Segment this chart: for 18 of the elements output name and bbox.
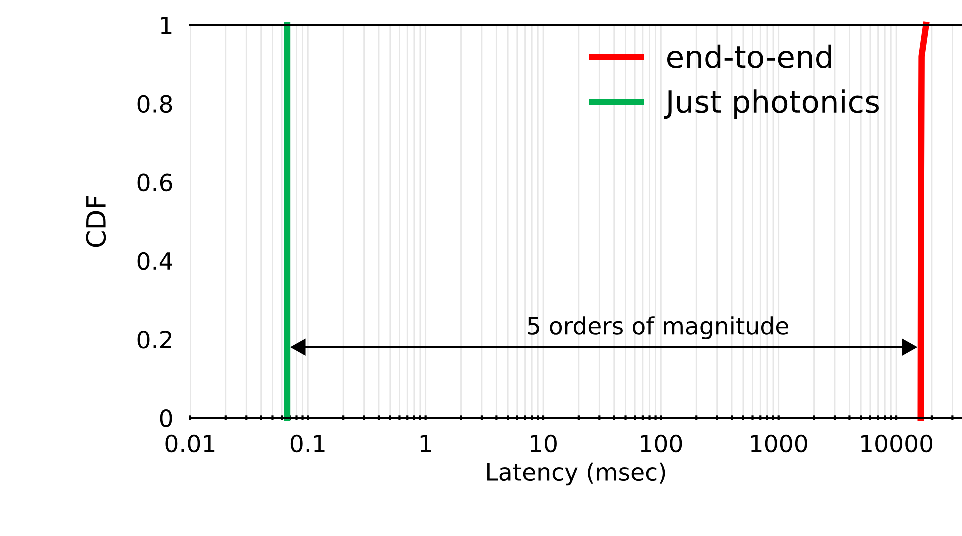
x-tick-label: 0.01 (166, 434, 215, 453)
x-tick-label: 100 (641, 434, 682, 453)
x-tick-label: 10000 (862, 434, 933, 453)
y-tick-label: 0.8 (138, 95, 172, 114)
annotation: 5 orders of magnitude (528, 316, 788, 340)
y-tick-label: 0 (160, 410, 172, 428)
x-tick-label: 1 (420, 435, 432, 452)
x-axis-title: Latency (msec) (488, 462, 666, 486)
legend-label: Just photonics (664, 90, 880, 120)
x-tick-label: 0.1 (290, 434, 325, 453)
y-tick-label: 0.4 (138, 252, 172, 270)
y-tick-label: 1 (161, 16, 172, 34)
x-tick-label: 10 (531, 434, 557, 453)
legend-label: end-to-end (667, 44, 832, 68)
y-tick-label: 0.2 (138, 330, 172, 349)
y-tick-label: 0.6 (138, 174, 172, 192)
x-tick-label: 1000 (751, 434, 808, 453)
y-axis-title: CDF (86, 196, 106, 248)
